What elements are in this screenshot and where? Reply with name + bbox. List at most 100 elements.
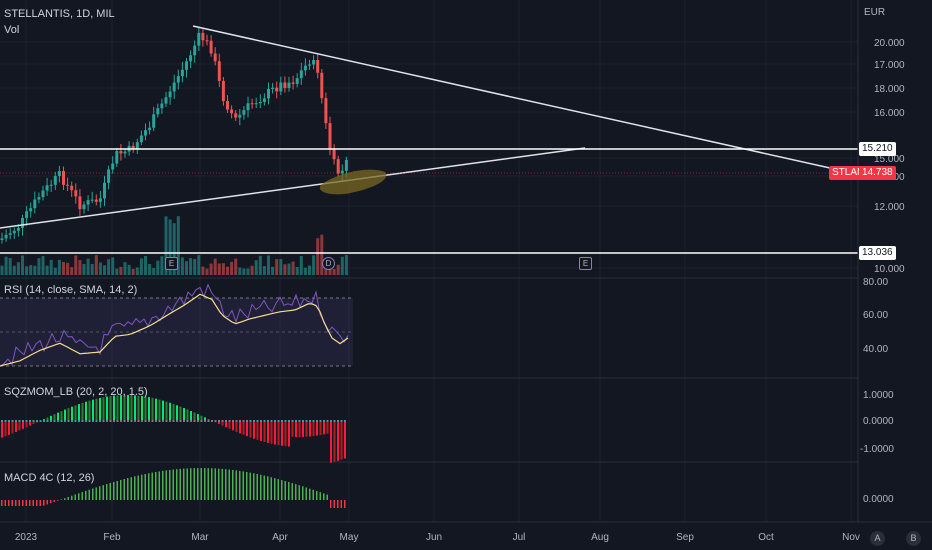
sqzmom-dot bbox=[302, 420, 304, 422]
candle-body bbox=[107, 169, 111, 183]
sqzmom-dot bbox=[60, 420, 63, 422]
sqzmom-dot bbox=[46, 420, 49, 422]
symbol-title[interactable]: STELLANTIS, 1D, MIL bbox=[4, 8, 115, 20]
sqzmom-bar bbox=[158, 399, 161, 421]
earnings-marker[interactable]: E bbox=[579, 257, 592, 270]
price-tick: 16.000 bbox=[874, 108, 905, 119]
volume-bar bbox=[90, 263, 94, 275]
macd-bar bbox=[88, 489, 90, 500]
sqzmom-bar bbox=[11, 421, 14, 434]
price-tick: 20.000 bbox=[874, 38, 905, 49]
macd-bar bbox=[256, 474, 258, 500]
candle-body bbox=[287, 82, 291, 88]
sqzmom-dot bbox=[92, 420, 94, 422]
macd-bar bbox=[85, 490, 87, 500]
highlight-brush-mark[interactable] bbox=[319, 169, 387, 195]
sqzmom-bar bbox=[267, 421, 269, 443]
sqzmom-dot bbox=[4, 420, 7, 422]
candle-body bbox=[90, 199, 94, 201]
settings-button[interactable]: B bbox=[906, 531, 921, 546]
macd-bar bbox=[225, 469, 227, 500]
sqzmom-bar bbox=[291, 421, 294, 437]
sqzmom-dot bbox=[344, 420, 346, 422]
sqzmom-dot bbox=[207, 420, 210, 422]
descending-trendline[interactable] bbox=[192, 25, 831, 169]
sqzmom-dot bbox=[253, 420, 255, 422]
support-price-tag: 13.036 bbox=[859, 246, 896, 260]
sqzmom-dot bbox=[242, 420, 245, 422]
sqzmom-dot bbox=[193, 420, 196, 422]
sqzmom-dot bbox=[32, 420, 35, 422]
candle-body bbox=[8, 233, 12, 235]
sqzmom-dot bbox=[239, 420, 241, 422]
earnings-marker[interactable]: E bbox=[165, 257, 178, 270]
macd-bar bbox=[60, 499, 62, 500]
volume-bar bbox=[226, 266, 229, 275]
sqzmom-bar bbox=[88, 400, 91, 421]
sqzmom-label[interactable]: SQZMOM_LB (20, 2, 20, 1.5) bbox=[4, 386, 148, 398]
macd-bar bbox=[186, 468, 188, 500]
sqzmom-dot bbox=[190, 420, 192, 422]
sqzmom-bar bbox=[4, 421, 7, 437]
macd-bar bbox=[57, 500, 59, 501]
sqzmom-bar bbox=[57, 412, 59, 421]
volume-bar bbox=[213, 258, 217, 275]
volume-bar bbox=[246, 268, 250, 275]
volume-bar bbox=[45, 265, 49, 275]
macd-bar bbox=[218, 468, 220, 500]
volume-bar bbox=[144, 255, 147, 275]
macd-bar bbox=[340, 500, 342, 508]
volume-bar bbox=[320, 234, 324, 275]
volume-bar bbox=[33, 265, 37, 275]
candle-body bbox=[344, 159, 348, 171]
sqzmom-dot bbox=[85, 420, 87, 422]
candle-body bbox=[283, 82, 287, 88]
sqzmom-dot bbox=[158, 420, 161, 422]
candle-body bbox=[308, 64, 311, 66]
sqzmom-bar bbox=[81, 402, 84, 421]
sqzmom-bar bbox=[113, 395, 115, 421]
sqzmom-bar bbox=[130, 395, 133, 421]
sqzmom-dot bbox=[1, 420, 3, 422]
volume-bar bbox=[336, 264, 340, 275]
macd-bar bbox=[232, 469, 234, 500]
macd-bar bbox=[207, 468, 209, 500]
rsi-label[interactable]: RSI (14, close, SMA, 14, 2) bbox=[4, 284, 138, 296]
dividend-marker[interactable]: D bbox=[322, 257, 335, 270]
ascending-trendline[interactable] bbox=[0, 147, 586, 229]
sqzmom-tick: 1.0000 bbox=[863, 390, 894, 401]
macd-bar bbox=[193, 468, 195, 500]
sqzmom-dot bbox=[141, 420, 143, 422]
sqzmom-bar bbox=[186, 409, 189, 421]
macd-bar bbox=[270, 477, 272, 500]
volume-bar bbox=[12, 265, 16, 275]
auto-scale-button[interactable]: A bbox=[870, 531, 885, 546]
squeeze-momentum-histogram bbox=[1, 395, 346, 463]
sqzmom-bar bbox=[340, 421, 343, 460]
macd-bar bbox=[179, 468, 181, 500]
sqzmom-bar bbox=[225, 421, 227, 428]
sqzmom-bar bbox=[263, 421, 266, 442]
sqzmom-bar bbox=[302, 421, 304, 437]
sqzmom-dot bbox=[123, 420, 126, 422]
macd-bar bbox=[22, 500, 24, 506]
sqzmom-bar bbox=[284, 421, 287, 447]
macd-label[interactable]: MACD 4C (12, 26) bbox=[4, 472, 95, 484]
sqzmom-dot bbox=[169, 420, 171, 422]
sqzmom-dot bbox=[130, 420, 133, 422]
sqzmom-dot bbox=[144, 420, 147, 422]
volume-bar bbox=[291, 261, 295, 275]
macd-bar bbox=[81, 492, 83, 500]
candle-body bbox=[53, 176, 57, 185]
sqzmom-bar bbox=[333, 421, 336, 462]
time-tick: Mar bbox=[191, 532, 209, 543]
volume-bar bbox=[344, 255, 348, 275]
sqzmom-bar bbox=[127, 395, 129, 421]
volume-bar bbox=[29, 265, 33, 275]
sqzmom-bar bbox=[95, 398, 98, 421]
sqzmom-bar bbox=[344, 421, 346, 459]
sqzmom-bar bbox=[218, 421, 220, 424]
macd-tick: 0.0000 bbox=[863, 494, 894, 505]
volume-bar bbox=[275, 259, 279, 275]
